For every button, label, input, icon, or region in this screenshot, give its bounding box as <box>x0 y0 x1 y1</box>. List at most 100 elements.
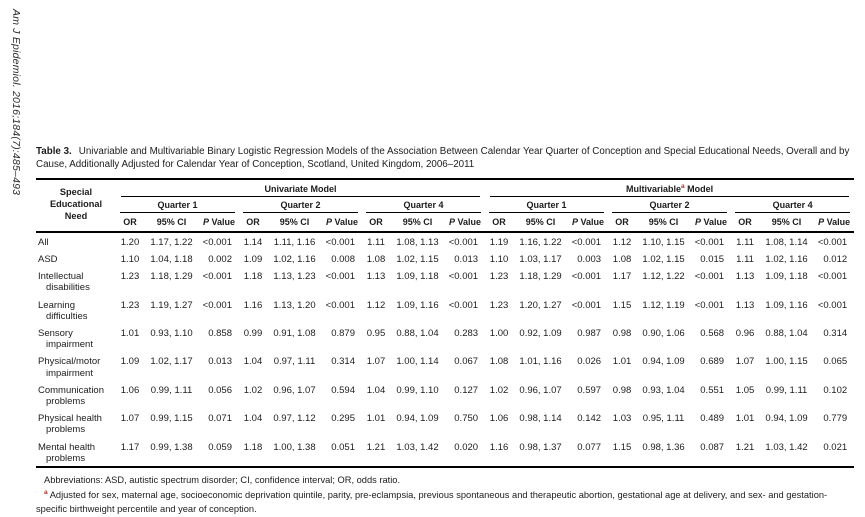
column-header: OR <box>239 212 267 233</box>
column-header: 95% CI <box>636 212 692 233</box>
or-value: 1.09 <box>120 356 140 368</box>
table-figure: Table 3. Univariable and Multivariable Bi… <box>36 146 856 517</box>
p-value: 0.002 <box>208 254 232 266</box>
p-value: <0.001 <box>448 271 479 283</box>
multivariable-model-header: Multivariablea Model <box>485 179 854 197</box>
p-value: <0.001 <box>817 271 848 283</box>
column-header: P Value <box>568 212 609 233</box>
column-header: OR <box>362 212 390 233</box>
ci-value: 1.17, 1.22 <box>150 236 193 248</box>
journal-citation: Am J Epidemiol. 2016;184(7):485–493 <box>10 9 22 196</box>
or-value: 1.02 <box>243 384 263 396</box>
ci-value: 1.18, 1.29 <box>150 271 193 283</box>
or-value: 1.15 <box>612 299 632 311</box>
p-value: <0.001 <box>325 299 355 311</box>
table-row: Communication problems 1.06 0.99, 1.11 0.05… <box>36 381 854 409</box>
p-value: 0.750 <box>454 413 479 425</box>
p-value: 0.283 <box>454 328 479 340</box>
or-value: 1.12 <box>612 236 632 248</box>
or-value: 0.98 <box>612 328 632 340</box>
column-header: OR <box>608 212 637 233</box>
or-value: 1.23 <box>120 271 140 283</box>
or-value: 1.23 <box>489 271 509 283</box>
p-value: 0.127 <box>454 384 479 396</box>
ci-value: 1.02, 1.16 <box>765 254 808 266</box>
p-value: <0.001 <box>202 299 232 311</box>
column-header: OR <box>116 212 144 233</box>
table-row: ASD 1.10 1.04, 1.18 0.002 1.09 1.02, 1.16 0.00… <box>36 250 854 267</box>
adjustment-note: a Adjusted for sex, maternal age, socioe… <box>36 488 856 517</box>
or-value: 0.99 <box>243 328 263 340</box>
p-value: <0.001 <box>202 236 232 248</box>
ci-value: 0.93, 1.04 <box>642 384 685 396</box>
ci-value: 1.11, 1.16 <box>273 236 316 248</box>
p-value: 0.142 <box>577 413 602 425</box>
quarter-header: Quarter 1 <box>116 197 239 213</box>
column-header: 95% CI <box>759 212 815 233</box>
column-header: P Value <box>199 212 239 233</box>
or-value: 1.10 <box>489 254 509 266</box>
ci-value: 1.03, 1.42 <box>765 441 808 453</box>
table-row: Physical/motor impairment 1.09 1.02, 1.17 0… <box>36 352 854 380</box>
or-value: 1.07 <box>735 356 755 368</box>
p-value: 0.551 <box>700 384 725 396</box>
ci-value: 0.88, 1.04 <box>396 328 439 340</box>
univariate-model-header: Univariate Model <box>116 179 485 197</box>
ci-value: 0.98, 1.37 <box>519 441 562 453</box>
p-value: <0.001 <box>571 299 602 311</box>
or-value: 1.01 <box>735 413 755 425</box>
ci-value: 1.13, 1.20 <box>273 299 316 311</box>
p-value: 0.056 <box>208 384 232 396</box>
ci-value: 1.02, 1.15 <box>642 254 685 266</box>
or-value: 1.21 <box>366 441 386 453</box>
adjustment-note-text: Adjusted for sex, maternal age, socioeco… <box>36 490 828 515</box>
p-value: 0.987 <box>577 328 602 340</box>
p-value: <0.001 <box>817 236 848 248</box>
or-value: 1.14 <box>243 236 263 248</box>
ci-value: 1.03, 1.42 <box>396 441 439 453</box>
p-value: 0.020 <box>454 441 479 453</box>
table-row: All 1.20 1.17, 1.22 <0.001 1.14 1.11, 1.16 <0.… <box>36 232 854 250</box>
ci-value: 1.03, 1.17 <box>519 254 562 266</box>
ci-value: 0.99, 1.11 <box>765 384 808 396</box>
or-value: 1.16 <box>489 441 509 453</box>
quarter-header: Quarter 4 <box>362 197 485 213</box>
multivariable-model-label: Multivariable <box>626 183 682 194</box>
ci-value: 0.93, 1.10 <box>150 328 193 340</box>
ci-value: 1.02, 1.16 <box>273 254 316 266</box>
ci-value: 1.09, 1.18 <box>396 271 439 283</box>
row-label: Communication problems <box>38 384 104 408</box>
or-value: 1.18 <box>243 271 263 283</box>
table-row: Learning difficulties 1.23 1.19, 1.27 <0.00… <box>36 296 854 324</box>
ci-value: 1.16, 1.22 <box>519 236 562 248</box>
ci-value: 0.94, 1.09 <box>642 356 685 368</box>
p-value: 0.594 <box>331 384 355 396</box>
p-value: 0.015 <box>700 254 725 266</box>
ci-value: 0.98, 1.36 <box>642 441 685 453</box>
or-value: 1.06 <box>489 413 509 425</box>
p-value: 0.013 <box>454 254 479 266</box>
table-row: Physical health problems 1.07 0.99, 1.15 0.… <box>36 409 854 437</box>
table-title: Univariable and Multivariable Binary Log… <box>36 146 850 170</box>
p-value: <0.001 <box>571 271 602 283</box>
ci-value: 0.98, 1.14 <box>519 413 562 425</box>
p-value: 0.858 <box>208 328 232 340</box>
ci-value: 1.18, 1.29 <box>519 271 562 283</box>
regression-table: Special Educational Need Univariate Mode… <box>36 177 855 469</box>
or-value: 1.11 <box>736 254 754 266</box>
table-footnotes: Abbreviations: ASD, autistic spectrum di… <box>36 474 856 517</box>
or-value: 1.02 <box>489 384 509 396</box>
or-value: 1.04 <box>366 384 386 396</box>
column-header: P Value <box>322 212 362 233</box>
or-value: 1.00 <box>489 328 509 340</box>
or-value: 1.04 <box>243 356 263 368</box>
column-header: 95% CI <box>144 212 199 233</box>
p-value: 0.295 <box>331 413 355 425</box>
p-value: 0.012 <box>823 254 848 266</box>
or-value: 1.05 <box>735 384 755 396</box>
or-value: 1.13 <box>735 299 755 311</box>
ci-value: 1.01, 1.16 <box>519 356 562 368</box>
ci-value: 0.88, 1.04 <box>765 328 808 340</box>
ci-value: 0.90, 1.06 <box>642 328 685 340</box>
column-header-row: OR 95% CI P Value OR 95% CI P Value OR 95% CI P … <box>36 212 855 233</box>
